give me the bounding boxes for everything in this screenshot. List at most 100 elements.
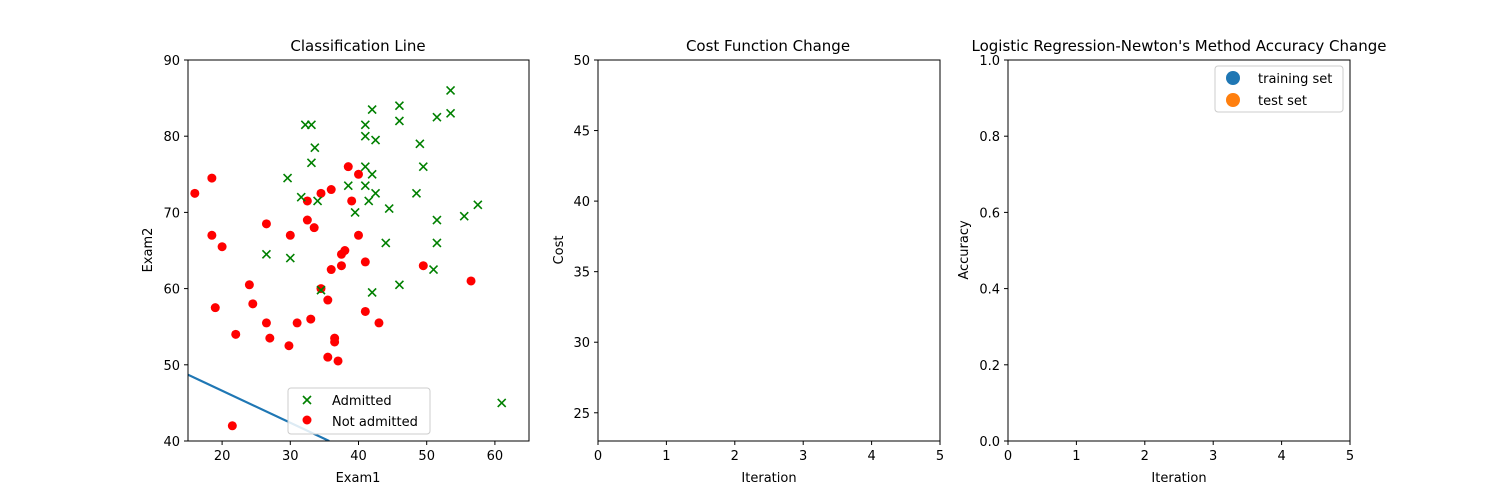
x-tick-label: 1 — [662, 449, 670, 464]
x-tick-label: 3 — [799, 449, 807, 464]
y-tick-label: 0.2 — [979, 359, 1000, 374]
not-admitted-point — [418, 261, 428, 271]
admitted-point — [473, 200, 483, 210]
x-tick-label: 1 — [1072, 449, 1080, 464]
y-tick-label: 25 — [573, 407, 590, 422]
not-admitted-point — [309, 223, 319, 233]
admitted-point — [370, 135, 381, 145]
admitted-point — [364, 196, 374, 206]
legend: Admitted Not admitted — [287, 387, 431, 435]
legend-marker-not-admitted — [302, 415, 312, 425]
legend-marker-admitted — [302, 395, 312, 405]
admitted-point — [360, 162, 370, 172]
admitted-point — [360, 181, 370, 191]
not-admitted-point — [210, 303, 220, 313]
x-ticks: 0 1 2 3 4 5 — [594, 441, 944, 464]
admitted-point — [306, 158, 317, 168]
not-admitted-point — [190, 188, 200, 198]
y-tick-label: 0.0 — [979, 435, 1000, 450]
not-admitted-point — [207, 230, 217, 240]
admitted-point — [367, 169, 377, 179]
admitted-point — [367, 287, 377, 297]
not-admitted-point — [302, 196, 312, 206]
y-tick-label: 90 — [163, 54, 180, 69]
legend: training set test set — [1214, 65, 1344, 113]
not-admitted-point — [306, 314, 316, 324]
not-admitted-point — [354, 230, 363, 240]
not-admitted-point — [354, 169, 363, 179]
y-ticks: 25 30 35 40 45 50 — [573, 54, 598, 422]
admitted-point — [261, 249, 271, 259]
x-axis-label: Iteration — [741, 471, 796, 486]
y-axis-label: Cost — [552, 236, 567, 265]
legend-label-admitted: Admitted — [332, 394, 392, 409]
admitted-point — [415, 139, 425, 149]
y-tick-label: 60 — [163, 283, 180, 298]
not-admitted-point — [343, 162, 353, 172]
admitted-point — [306, 120, 317, 130]
not-admitted-point — [316, 188, 326, 198]
not-admitted-point — [326, 185, 336, 195]
admitted-point — [411, 188, 422, 198]
not-admitted-point — [207, 173, 217, 183]
admitted-point — [394, 101, 404, 111]
legend-marker-test-set — [1226, 93, 1240, 107]
y-tick-label: 80 — [163, 130, 180, 145]
not-admitted-point — [333, 356, 343, 366]
not-admitted-point — [248, 299, 258, 309]
legend-label-not-admitted: Not admitted — [332, 415, 418, 430]
x-tick-label: 5 — [1346, 449, 1354, 464]
y-axis-label: Accuracy — [957, 220, 972, 280]
not-admitted-point — [302, 215, 312, 225]
admitted-point — [428, 264, 439, 275]
x-axis-label: Exam1 — [336, 471, 381, 486]
not-admitted-point — [284, 341, 294, 351]
plot-area — [598, 60, 940, 441]
admitted-point — [459, 211, 469, 221]
x-tick-label: 4 — [867, 449, 875, 464]
not-admitted-point — [244, 280, 254, 290]
plot-area — [188, 60, 529, 441]
admitted-point — [285, 253, 295, 263]
x-tick-label: 60 — [487, 449, 504, 464]
accuracy-plot: Logistic Regression-Newton's Method Accu… — [957, 37, 1387, 486]
not-admitted-point — [316, 284, 326, 294]
admitted-point — [381, 238, 391, 248]
admitted-point — [367, 104, 377, 115]
x-tick-label: 2 — [1141, 449, 1149, 464]
y-tick-label: 40 — [573, 195, 590, 210]
admitted-point — [394, 280, 404, 290]
classification-line-plot: Classification Line 20 30 40 50 60 40 50 60 70 8… — [141, 37, 530, 486]
not-admitted-point — [466, 276, 476, 286]
y-tick-label: 50 — [573, 54, 590, 69]
y-axis-label: Exam2 — [141, 228, 156, 273]
not-admitted-point — [374, 318, 384, 328]
legend-marker-training-set — [1226, 71, 1240, 85]
data-marks — [188, 85, 507, 441]
x-tick-label: 4 — [1277, 449, 1285, 464]
not-admitted-point — [360, 257, 370, 267]
admitted-point — [313, 196, 323, 206]
x-tick-label: 50 — [418, 449, 435, 464]
x-tick-label: 0 — [594, 449, 602, 464]
y-tick-label: 50 — [163, 359, 180, 374]
admitted-point — [384, 204, 394, 214]
y-tick-label: 30 — [573, 336, 590, 351]
not-admitted-point — [227, 421, 237, 431]
admitted-point — [310, 143, 320, 153]
y-tick-label: 0.8 — [979, 130, 1000, 145]
x-ticks: 0 1 2 3 4 5 — [1004, 441, 1354, 464]
plot-title: Logistic Regression-Newton's Method Accu… — [972, 37, 1387, 55]
not-admitted-point — [265, 333, 275, 343]
not-admitted-point — [292, 318, 302, 328]
not-admitted-point — [326, 265, 336, 275]
admitted-point — [394, 116, 404, 126]
x-ticks: 20 30 40 50 60 — [214, 441, 503, 464]
admitted-point — [432, 238, 442, 248]
admitted-point — [370, 188, 381, 198]
plot-title: Classification Line — [290, 37, 425, 55]
y-ticks: 40 50 60 70 80 90 — [163, 54, 188, 450]
admitted-point — [446, 85, 456, 96]
y-tick-label: 70 — [163, 206, 180, 221]
